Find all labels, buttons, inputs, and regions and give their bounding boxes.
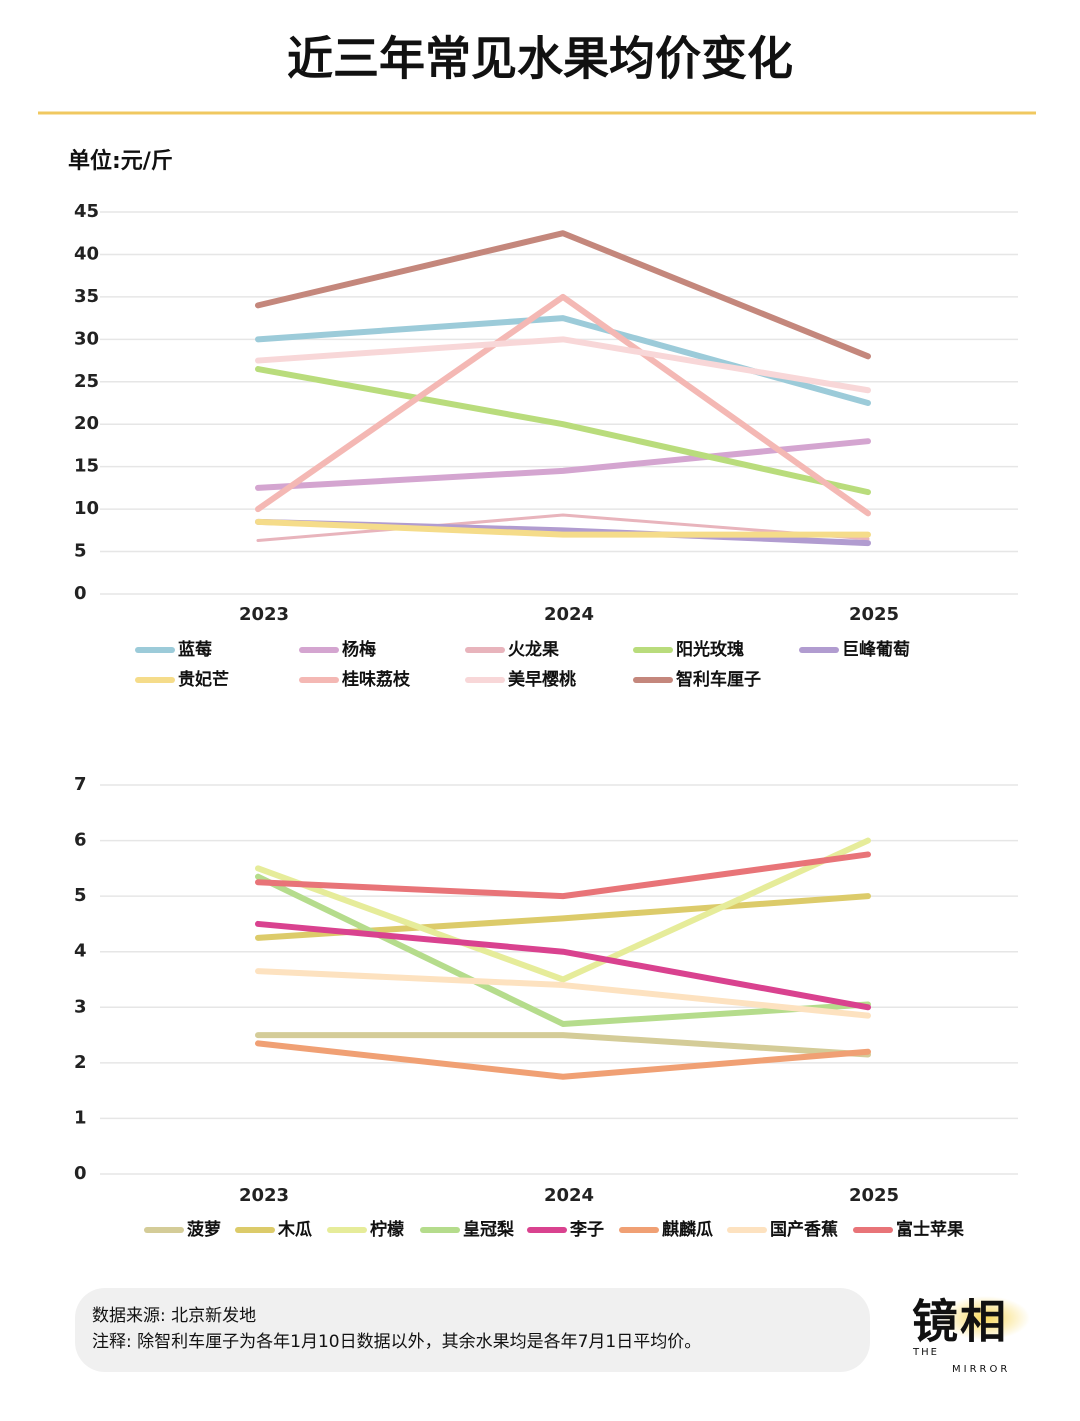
series-line (255, 336, 871, 394)
series-line (255, 920, 871, 1011)
legend-label: 杨梅 (342, 639, 376, 660)
logo: 镜相 (912, 1295, 1008, 1349)
series-line (255, 837, 871, 983)
logo-the: THE (912, 1347, 939, 1358)
y-tick-label: 5 (74, 885, 87, 906)
y-tick-label: 40 (74, 243, 99, 264)
legend-label: 桂味荔枝 (341, 669, 411, 690)
y-tick-label: 10 (74, 498, 99, 519)
note: 注释: 除智利车厘子为各年1月10日数据以外，其余水果均是各年7月1日平均价。 (92, 1332, 701, 1352)
y-tick-label: 0 (74, 583, 87, 604)
series-line (255, 293, 871, 517)
y-tick-label: 0 (74, 1163, 87, 1184)
legend-label: 李子 (570, 1219, 604, 1240)
x-tick-label: 2023 (239, 604, 289, 625)
series-line (256, 513, 870, 543)
series-line (255, 230, 871, 360)
logo-glow (940, 1296, 1030, 1340)
y-tick-label: 4 (74, 941, 87, 962)
y-tick-label: 6 (74, 830, 87, 851)
legend-label: 富士苹果 (896, 1219, 964, 1240)
legend-label: 皇冠梨 (463, 1219, 515, 1240)
y-tick-label: 5 (74, 541, 87, 562)
x-tick-label: 2024 (544, 604, 594, 625)
series-line (255, 851, 871, 900)
footer-box (75, 1288, 870, 1372)
x-tick-label: 2025 (849, 1185, 899, 1206)
source: 数据来源: 北京新发地 (92, 1306, 256, 1326)
legend-label: 巨峰葡萄 (842, 639, 910, 660)
series-line (255, 518, 871, 538)
y-tick-label: 45 (74, 201, 99, 222)
title: 近三年常见水果均价变化 (287, 32, 793, 86)
series-line (255, 873, 871, 1027)
y-tick-label: 7 (74, 774, 87, 795)
y-tick-label: 20 (74, 413, 99, 434)
legend-label: 柠檬 (370, 1219, 404, 1240)
y-tick-label: 2 (74, 1052, 87, 1073)
y-tick-label: 35 (74, 286, 99, 307)
legend-label: 智利车厘子 (676, 669, 761, 690)
legend-label: 美早樱桃 (508, 669, 576, 690)
series-line (255, 1040, 871, 1080)
series-line (255, 1032, 871, 1058)
y-tick-label: 3 (74, 996, 87, 1017)
series-line (255, 968, 871, 1019)
logo-mirror: MIRROR (952, 1364, 1010, 1375)
x-tick-label: 2023 (239, 1185, 289, 1206)
legend-label: 国产香蕉 (770, 1219, 838, 1240)
y-tick-label: 25 (74, 371, 99, 392)
y-axis-label: 单位:元/斤 (68, 148, 173, 174)
x-tick-label: 2024 (544, 1185, 594, 1206)
x-tick-label: 2025 (849, 604, 899, 625)
series-line (255, 315, 871, 406)
legend-label: 麒麟瓜 (662, 1219, 713, 1240)
legend-label: 贵妃芒 (178, 669, 229, 690)
legend-label: 阳光玫瑰 (676, 639, 744, 660)
y-tick-label: 15 (74, 456, 99, 477)
series-line (255, 366, 871, 496)
legend-label: 菠萝 (187, 1219, 221, 1240)
legend-label: 蓝莓 (178, 640, 212, 660)
legend-label: 火龙果 (508, 639, 559, 660)
legend-label: 木瓜 (277, 1219, 312, 1240)
y-tick-label: 30 (74, 328, 99, 349)
y-tick-label: 1 (74, 1107, 87, 1128)
series-line (255, 438, 871, 491)
